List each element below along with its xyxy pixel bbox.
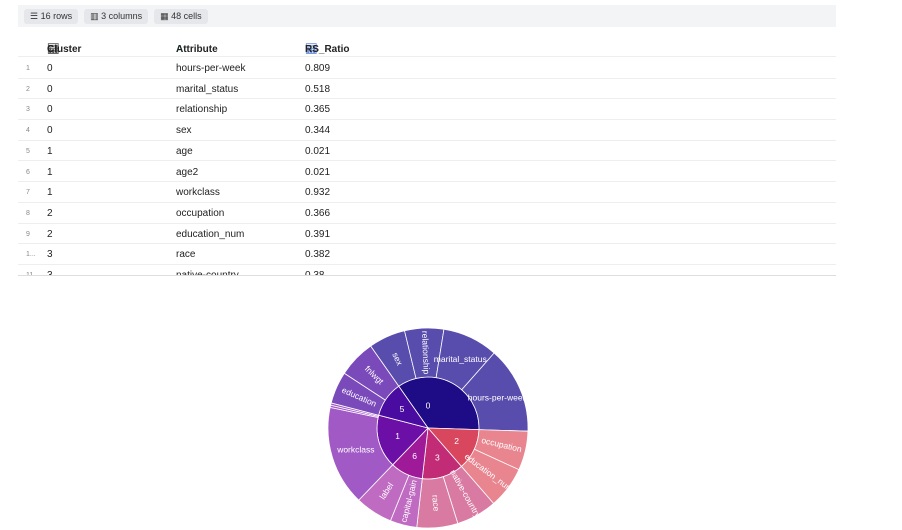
rows-count: 16 rows [40,10,73,21]
cell: 0 [47,63,53,74]
cell: 0 [47,125,53,137]
cell: 0.809 [305,63,331,74]
col-name: Attribute [176,44,218,55]
cell: native-country [176,270,239,276]
attribute-label: race [430,494,442,512]
cell: 3 [47,249,53,261]
cluster-label: 2 [454,436,459,446]
cluster-label: 6 [412,451,417,461]
cell: occupation [176,207,225,219]
cell: workclass [176,187,220,199]
data-table: ☰ 16 rows ▥ 3 columns ▦ 48 cells 📊︎ Clus… [18,5,836,276]
table-row: 6 1 age2 0.021 [18,161,836,183]
table-row: 1 0 hours-per-week 0.809 [18,57,836,79]
attribute-label: relationship [420,331,432,375]
cell: 0.391 [305,228,331,240]
rows-chip[interactable]: ☰ 16 rows [24,8,79,24]
row-index: 1... [26,251,36,259]
col-name: RS_Ratio [305,44,350,55]
table-row: 5 1 age 0.021 [18,140,836,162]
attribute-label: marital_status [434,354,487,364]
columns-count: 3 columns [101,10,143,21]
cell: age [176,145,193,157]
row-index: 4 [26,127,30,135]
cell: 1 [47,145,53,157]
row-index: 9 [26,230,30,238]
table-row: 3 0 relationship 0.365 [18,98,836,121]
cells-chip[interactable]: ▦ 48 cells [154,8,208,24]
cell: 1 [47,187,53,199]
table-row: 1... 3 race 0.382 [18,243,836,265]
row-index: 8 [26,209,30,217]
cell: marital_status [176,83,239,95]
cell: 0.021 [305,166,331,178]
cell: sex [176,125,192,137]
cell: 0.382 [305,249,331,261]
row-index: 7 [26,189,30,197]
cell: 0.932 [305,187,331,199]
row-index: 1 [26,65,30,72]
header-row: 📊︎ Cluster A Attribute 📊︎ RS_Ratio [18,30,836,57]
cell: education_num [176,228,245,240]
cell: hours-per-week [176,63,246,74]
cluster-label: 0 [426,400,431,410]
table-row: 4 0 sex 0.344 [18,119,836,141]
attribute-label: hours-per-week [468,392,528,402]
cell: 3 [47,270,53,276]
row-index: 5 [26,147,30,155]
table-row: 11 3 native-country 0.38 [18,264,836,276]
cell: 1 [47,166,53,178]
cell: 0.365 [305,104,331,116]
cell: 0.366 [305,207,331,219]
cells-count: 48 cells [171,10,202,21]
cell: age2 [176,166,199,178]
col-name: Cluster [47,44,82,55]
cell: 0 [47,104,53,116]
cell: race [176,249,196,261]
cluster-label: 5 [400,404,405,414]
cell: 0 [47,83,53,95]
row-index: 3 [26,106,30,114]
attribute-slice [343,345,400,401]
cluster-label: 1 [395,431,400,441]
columns-chip[interactable]: ▥ 3 columns [84,8,149,24]
cell: relationship [176,104,228,116]
cell: 0.38 [305,270,325,276]
row-index: 2 [26,85,30,93]
cell: 2 [47,228,53,240]
attribute-label: workclass [336,444,374,454]
cell: 0.344 [305,125,331,137]
cell: 0.518 [305,83,331,95]
cell: 0.021 [305,145,331,157]
table-row: 7 1 workclass 0.932 [18,181,836,203]
row-index: 6 [26,168,30,176]
toolbar: ☰ 16 rows ▥ 3 columns ▦ 48 cells [18,5,836,27]
table-row: 2 0 marital_status 0.518 [18,78,836,100]
row-index: 11 [26,272,34,276]
cluster-label: 3 [435,452,440,462]
table-row: 9 2 education_num 0.391 [18,223,836,245]
cell: 2 [47,207,53,219]
table-row: 8 2 occupation 0.366 [18,202,836,224]
